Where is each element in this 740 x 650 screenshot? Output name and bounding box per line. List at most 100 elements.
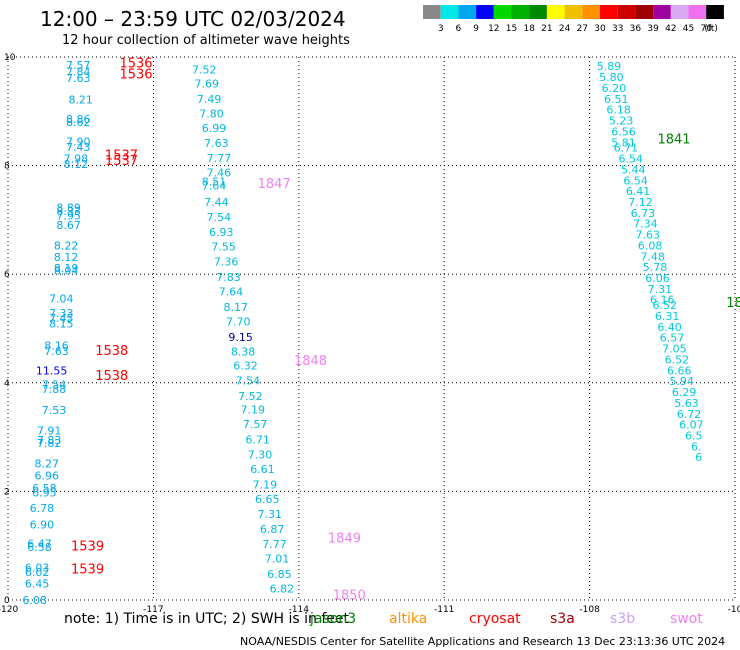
wave-height-label: 5.81 <box>611 136 636 149</box>
chart-points: 7.577.847.638.218.868.627.907.437.988.12… <box>22 59 703 607</box>
y-tick-label: 4 <box>4 379 10 389</box>
wave-height-label: 8.33 <box>56 205 81 218</box>
wave-height-label: 7.80 <box>199 107 224 120</box>
wave-height-label: 7.83 <box>37 434 62 447</box>
chart-grid <box>7 56 736 601</box>
wave-height-label: 7.57 <box>243 418 268 431</box>
pass-number-label: 1847 <box>258 177 291 192</box>
wave-height-label: 6.82 <box>270 583 295 596</box>
legend-tick-label: 21 <box>541 24 552 34</box>
wave-height-label: 8.22 <box>54 239 79 252</box>
wave-height-label: 8.51 <box>202 175 227 188</box>
wave-height-label: 6.31 <box>655 310 680 323</box>
wave-height-label: 6.51 <box>604 93 629 106</box>
wave-height-label: 6.06 <box>645 272 670 285</box>
wave-height-label: 6.61 <box>250 463 275 476</box>
legend-tick-label: 42 <box>665 24 676 34</box>
wave-height-label: 6.03 <box>25 561 50 574</box>
satellite-label-jason3: jason3 <box>310 611 357 627</box>
wave-height-label: 5.44 <box>621 163 646 176</box>
wave-height-label: 6.71 <box>614 142 639 155</box>
wave-height-label: 6.52 <box>665 353 690 366</box>
wave-height-label: 6.87 <box>260 523 285 536</box>
wave-height-label: 7.43 <box>66 141 91 154</box>
wave-height-label: 6.90 <box>30 519 55 532</box>
wave-height-label: 6.78 <box>30 502 55 515</box>
legend-tick-label: 6 <box>456 24 462 34</box>
wave-height-label: 6.71 <box>245 433 270 446</box>
x-tick-label: -108 <box>579 605 600 615</box>
wave-height-label: 7.31 <box>257 508 282 521</box>
satellite-label-altika: altika <box>389 611 428 627</box>
wave-height-label: 6.54 <box>623 174 648 187</box>
wave-height-label: 6.56 <box>611 125 636 138</box>
wave-height-label: 8.38 <box>231 345 256 358</box>
wave-height-label: 7.77 <box>262 538 287 551</box>
wave-height-label: 7.19 <box>241 403 266 416</box>
legend-swatch <box>582 5 600 19</box>
wave-height-label: 7.49 <box>197 93 222 106</box>
wave-height-label: 6.73 <box>631 207 656 220</box>
wave-height-label: 8.27 <box>35 458 60 471</box>
wave-height-label: 7.63 <box>66 72 91 85</box>
wave-height-label: 6.02 <box>25 566 50 579</box>
wave-height-label: 8.67 <box>56 219 81 232</box>
y-tick-label: 10 <box>4 53 16 63</box>
wave-height-label: 5.63 <box>674 397 699 410</box>
wave-height-label: 6.99 <box>202 122 227 135</box>
wave-height-label: 7.69 <box>194 78 219 91</box>
legend-tick-label: 27 <box>577 24 588 34</box>
chart-title: 12:00 – 23:59 UTC 02/03/2024 <box>40 7 346 31</box>
wave-height-label: 6.41 <box>626 185 651 198</box>
chart-subtitle: 12 hour collection of altimeter wave hei… <box>62 33 350 48</box>
wave-height-label: 5.23 <box>609 115 634 128</box>
wave-height-label: 6.18 <box>606 104 631 117</box>
legend-tick-label: 15 <box>506 24 517 34</box>
wave-height-label: 8.15 <box>49 318 74 331</box>
wave-height-label: 7.64 <box>219 286 244 299</box>
legend-tick-label: 39 <box>647 24 659 34</box>
legend-tick-label: 3 <box>438 24 444 34</box>
wave-height-label: 6.08 <box>22 594 47 607</box>
wave-height-label: 7.77 <box>207 152 232 165</box>
wave-height-label: 5.89 <box>597 60 622 73</box>
y-tick-label: 8 <box>4 162 10 172</box>
wave-height-label: 6.08 <box>638 239 663 252</box>
y-tick-label: 6 <box>4 270 10 280</box>
wave-height-label: 6.57 <box>660 332 685 345</box>
wave-height-label: 7.19 <box>253 478 278 491</box>
wave-height-label: 8.19 <box>54 262 79 275</box>
satellite-label-s3a: s3a <box>550 611 575 627</box>
legend-swatch <box>564 5 583 19</box>
wave-height-label: 6.93 <box>209 226 234 239</box>
wave-height-label: 7.88 <box>42 383 67 396</box>
wave-height-label: 7.57 <box>66 59 91 72</box>
wave-height-label: 7.98 <box>64 153 89 166</box>
wave-height-label: 7.53 <box>42 404 67 417</box>
wave-height-label: 6 <box>695 451 702 464</box>
pass-number-label: 1848 <box>294 354 327 369</box>
wave-height-label: 8.12 <box>64 158 89 171</box>
wave-height-label: 8.86 <box>66 113 91 126</box>
wave-height-label: 6. <box>691 440 702 453</box>
wave-height-label: 6.54 <box>619 153 644 166</box>
wave-height-label: 8.16 <box>44 339 69 352</box>
wave-height-label: 7.54 <box>42 378 67 391</box>
wave-height-label: 7.55 <box>211 241 236 254</box>
pass-number-label: 1538 <box>95 369 128 384</box>
wave-height-label: 6.95 <box>32 486 57 499</box>
pass-number-label: 1850 <box>333 589 366 604</box>
legend-tick-label: 24 <box>559 24 571 34</box>
wave-height-label: 7.83 <box>216 271 241 284</box>
wave-height-label: 7.63 <box>44 345 69 358</box>
wave-height-label: 7.05 <box>662 343 687 356</box>
y-tick-label: 0 <box>4 596 10 606</box>
legend-swatch <box>423 5 441 19</box>
wave-height-label: 8.17 <box>224 301 249 314</box>
wave-height-label: 8.89 <box>56 201 81 214</box>
wave-height-label: 6.96 <box>35 470 60 483</box>
wave-height-label: 7.01 <box>265 553 290 566</box>
wave-height-label: 7.44 <box>204 196 229 209</box>
wave-height-label: 7.04 <box>49 293 74 306</box>
satellite-label-cryosat: cryosat <box>469 611 521 627</box>
